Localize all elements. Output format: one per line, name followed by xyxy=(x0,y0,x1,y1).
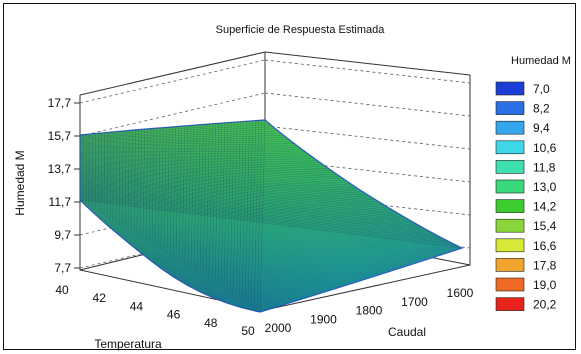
y-tick-label: 1600 xyxy=(447,286,474,300)
z-axis: 17,7 15,7 13,7 11,7 9,7 7,7 xyxy=(48,96,80,275)
legend-label: 10,6 xyxy=(533,141,557,155)
z-axis-label: Humedad M xyxy=(13,150,27,215)
chart-title: Superficie de Respuesta Estimada xyxy=(216,24,386,36)
legend-title: Humedad M xyxy=(511,55,571,67)
z-gridline xyxy=(79,59,266,104)
z-gridline xyxy=(264,125,471,150)
legend-label: 8,2 xyxy=(533,102,550,116)
y-tick-label: 1900 xyxy=(310,312,337,326)
y-tick-label: 1700 xyxy=(401,295,428,309)
x-tick-label: 50 xyxy=(241,324,255,338)
y-axis-label: Caudal xyxy=(388,325,426,339)
z-gridline xyxy=(264,92,471,117)
z-tick-label: 17,7 xyxy=(48,96,72,110)
y-axis: 2000 1900 1800 1700 1600 xyxy=(265,286,474,335)
legend-swatch xyxy=(495,140,525,155)
legend-swatch xyxy=(495,238,525,253)
legend-label: 20,2 xyxy=(533,298,557,312)
z-tick-label: 15,7 xyxy=(48,129,72,143)
legend: 7,0 8,2 9,4 10,6 11,8 13,0 14,2 15,4 16,6 17,8 19,… xyxy=(495,81,557,312)
legend-label: 16,6 xyxy=(533,239,557,253)
legend-label: 17,8 xyxy=(533,258,557,272)
z-tick-label: 7,7 xyxy=(54,261,71,275)
y-tick-label: 1800 xyxy=(356,304,383,318)
legend-label: 13,0 xyxy=(533,180,557,194)
z-gridline xyxy=(264,59,471,84)
x-tick-label: 42 xyxy=(93,291,107,305)
legend-swatch xyxy=(495,179,525,194)
legend-swatch xyxy=(495,199,525,213)
legend-label: 11,8 xyxy=(533,160,556,174)
z-gridline xyxy=(79,92,266,137)
x-tick-label: 48 xyxy=(204,316,218,330)
legend-swatch xyxy=(495,160,525,174)
x-tick-label: 40 xyxy=(55,283,69,297)
legend-swatch xyxy=(495,218,525,233)
legend-swatch xyxy=(495,101,525,115)
legend-swatch xyxy=(495,277,525,292)
legend-label: 15,4 xyxy=(533,219,557,233)
z-tick-label: 9,7 xyxy=(54,228,71,242)
legend-swatch xyxy=(495,81,525,96)
z-gridline xyxy=(264,158,471,183)
legend-swatch xyxy=(495,120,525,135)
legend-label: 7,0 xyxy=(533,82,550,96)
response-surface xyxy=(79,119,464,313)
z-tick-label: 13,7 xyxy=(48,162,72,176)
z-tick-label: 11,7 xyxy=(49,195,72,209)
y-tick-label: 2000 xyxy=(265,321,292,335)
legend-swatch xyxy=(495,297,525,311)
legend-label: 14,2 xyxy=(533,200,557,214)
x-tick-label: 44 xyxy=(130,299,144,313)
x-axis-label: Temperatura xyxy=(94,337,162,351)
x-tick-label: 46 xyxy=(167,308,181,322)
legend-label: 19,0 xyxy=(533,278,557,292)
legend-label: 9,4 xyxy=(533,121,550,135)
x-axis: 40 42 44 46 48 50 xyxy=(55,283,255,338)
legend-swatch xyxy=(495,258,525,272)
